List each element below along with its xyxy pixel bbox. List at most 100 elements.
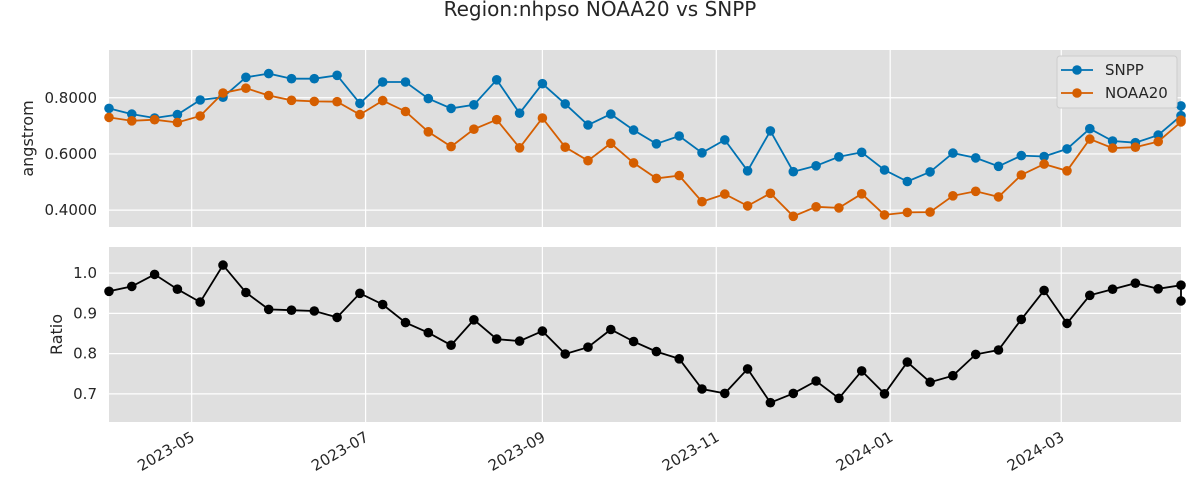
data-point bbox=[948, 191, 958, 201]
data-point bbox=[1039, 159, 1049, 169]
data-point bbox=[834, 393, 844, 404]
data-point bbox=[172, 117, 183, 128]
data-point bbox=[948, 370, 958, 381]
data-point bbox=[127, 116, 137, 126]
data-point bbox=[742, 166, 753, 176]
data-point bbox=[583, 120, 593, 130]
legend-box bbox=[1056, 55, 1178, 109]
data-point bbox=[742, 364, 753, 374]
data-point bbox=[834, 203, 844, 213]
data-point bbox=[286, 95, 297, 106]
data-point bbox=[583, 342, 593, 353]
data-point bbox=[286, 73, 297, 84]
data-point bbox=[377, 95, 388, 106]
data-point bbox=[811, 376, 821, 386]
data-point bbox=[514, 336, 525, 346]
data-point bbox=[469, 100, 479, 110]
data-point bbox=[811, 202, 821, 212]
data-point bbox=[491, 75, 502, 85]
y-tick-label: 0.6000 bbox=[45, 145, 98, 163]
data-point bbox=[1062, 166, 1072, 176]
data-point bbox=[195, 95, 205, 105]
data-point bbox=[537, 113, 548, 123]
data-point bbox=[720, 135, 730, 145]
data-point bbox=[651, 346, 662, 357]
data-point bbox=[765, 397, 776, 408]
data-point bbox=[446, 141, 456, 152]
data-point bbox=[332, 312, 342, 323]
data-point bbox=[606, 138, 616, 149]
data-point bbox=[263, 90, 274, 101]
data-point bbox=[446, 340, 456, 351]
legend-label-snpp: SNPP bbox=[1105, 61, 1144, 79]
data-point bbox=[1085, 123, 1095, 134]
data-point bbox=[400, 77, 411, 87]
plot-area bbox=[109, 247, 1181, 422]
data-point bbox=[628, 158, 639, 168]
data-point bbox=[628, 125, 639, 135]
data-point bbox=[1176, 101, 1186, 111]
data-point bbox=[309, 96, 320, 107]
data-point bbox=[879, 389, 890, 399]
y-tick-label: 0.8000 bbox=[45, 89, 98, 107]
data-point bbox=[651, 139, 662, 149]
data-point bbox=[355, 109, 365, 120]
y-tick-label: 0.8 bbox=[73, 345, 97, 363]
data-point bbox=[925, 167, 935, 177]
data-point bbox=[697, 196, 707, 207]
plot-panel-2: 0.7 0.8 0.9 1.0 Ratio bbox=[47, 247, 1186, 422]
data-point bbox=[1085, 134, 1095, 144]
data-point bbox=[834, 152, 844, 162]
data-point bbox=[1153, 284, 1163, 294]
data-point bbox=[355, 98, 365, 109]
data-point bbox=[537, 326, 548, 336]
x-tick-label: 2024-01 bbox=[833, 428, 896, 475]
y-tick-label: 1.0 bbox=[73, 264, 97, 282]
data-point bbox=[674, 354, 684, 364]
data-point bbox=[1130, 278, 1141, 289]
data-point bbox=[720, 189, 730, 199]
data-point bbox=[720, 388, 730, 399]
data-point bbox=[902, 357, 913, 367]
data-point bbox=[742, 201, 753, 211]
data-point bbox=[1130, 142, 1141, 152]
data-point bbox=[902, 176, 913, 187]
data-point bbox=[1176, 280, 1186, 291]
data-point bbox=[104, 286, 114, 297]
series-ratio bbox=[104, 260, 1186, 408]
data-point bbox=[514, 143, 525, 153]
legend-marker bbox=[1072, 88, 1082, 98]
data-point bbox=[400, 317, 411, 328]
data-point bbox=[628, 336, 639, 347]
data-point bbox=[469, 124, 479, 134]
data-point bbox=[697, 148, 707, 158]
data-point bbox=[195, 111, 205, 121]
data-point bbox=[309, 73, 320, 84]
data-point bbox=[856, 189, 867, 199]
x-tick-label: 2023-07 bbox=[308, 428, 371, 475]
data-point bbox=[537, 78, 548, 89]
y-tick-label: 0.9 bbox=[73, 304, 97, 322]
y-tick-label: 0.7 bbox=[73, 385, 97, 403]
data-point bbox=[218, 88, 228, 98]
data-point bbox=[514, 108, 525, 118]
data-point bbox=[1085, 290, 1095, 301]
data-point bbox=[172, 109, 183, 120]
data-point bbox=[127, 281, 137, 292]
data-point bbox=[1016, 314, 1027, 325]
data-point bbox=[172, 284, 183, 295]
data-point bbox=[674, 131, 684, 141]
y-axis-label: Ratio bbox=[47, 314, 66, 355]
data-point bbox=[583, 155, 593, 166]
data-point bbox=[241, 287, 251, 298]
data-point bbox=[970, 186, 981, 197]
data-point bbox=[1016, 170, 1027, 180]
data-point bbox=[1039, 285, 1049, 296]
data-point bbox=[241, 72, 251, 83]
series-snpp bbox=[104, 68, 1186, 187]
data-point bbox=[970, 153, 981, 163]
data-point bbox=[469, 315, 479, 325]
data-point bbox=[560, 99, 570, 109]
data-point bbox=[104, 112, 114, 123]
